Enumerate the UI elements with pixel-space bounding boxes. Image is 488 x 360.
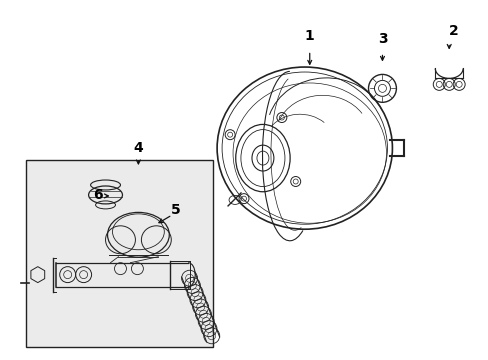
Text: 6: 6 (93, 188, 102, 202)
Bar (26, 160, 213, 347)
Text: 4: 4 (133, 141, 143, 155)
Text: 3: 3 (377, 32, 386, 46)
Bar (26, 160, 213, 347)
Text: 1: 1 (304, 28, 314, 42)
Text: 2: 2 (448, 23, 458, 37)
Text: 5: 5 (170, 203, 180, 217)
